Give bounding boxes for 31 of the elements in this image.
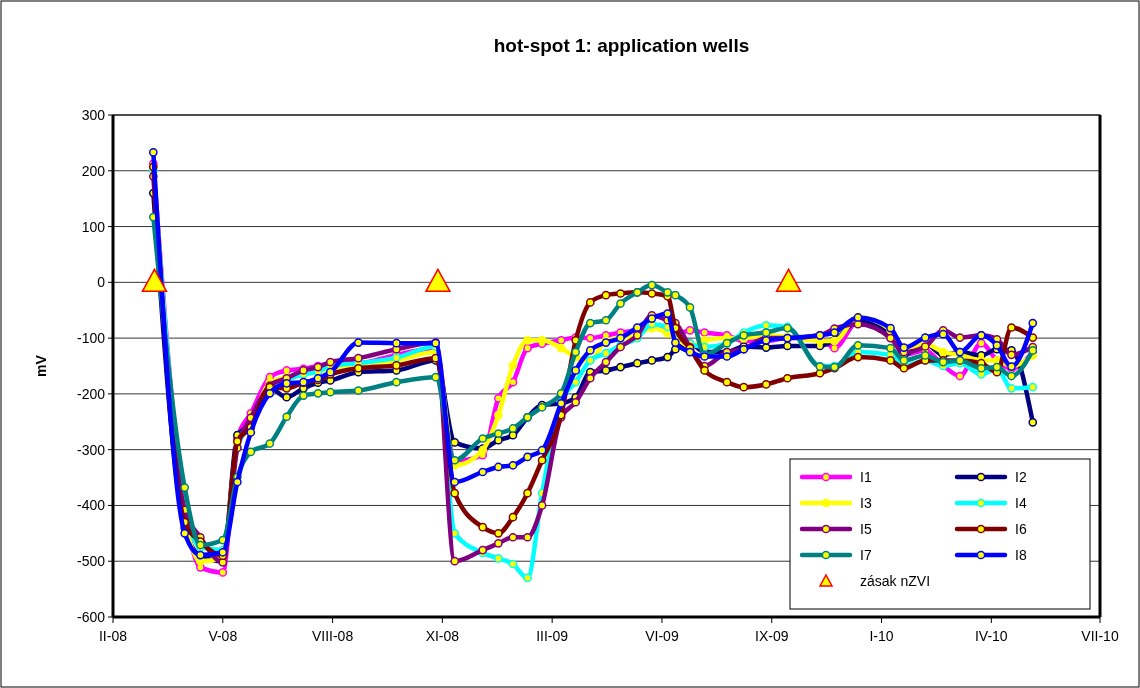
legend-label: I3 — [860, 495, 872, 511]
x-tick-label: III-09 — [536, 628, 569, 644]
x-tick-label: VIII-08 — [311, 628, 354, 644]
x-tick-label: VII-10 — [1081, 628, 1119, 644]
y-tick-label: -400 — [76, 497, 106, 514]
x-tick-label: VI-09 — [645, 628, 679, 644]
y-tick-label: -500 — [76, 553, 106, 570]
y-tick-label: -600 — [76, 609, 106, 625]
y-tick-label: 200 — [81, 162, 106, 179]
x-tick-label: II-08 — [98, 628, 128, 644]
legend-label: I2 — [1015, 469, 1027, 485]
legend-label: I6 — [1015, 521, 1027, 537]
x-tick-label: V-08 — [208, 628, 238, 644]
legend-label: I7 — [860, 547, 872, 563]
chart-title: hot-spot 1: application wells — [493, 35, 750, 56]
y-tick-label: 100 — [81, 218, 106, 235]
x-tick-label: IX-09 — [755, 628, 789, 644]
x-tick-label: IV-10 — [974, 628, 1008, 644]
y-tick-label: 0 — [97, 274, 106, 291]
y-tick-label: -100 — [76, 330, 106, 347]
y-axis-title: mV — [33, 354, 49, 377]
legend-label: I1 — [860, 469, 872, 485]
x-tick-label: XI-08 — [425, 628, 460, 644]
legend-label: zásak nZVI — [860, 573, 931, 589]
legend-label: I8 — [1015, 547, 1027, 563]
y-tick-label: -300 — [76, 441, 106, 458]
y-tick-label: -200 — [76, 385, 106, 402]
y-tick-label: 300 — [81, 107, 106, 123]
x-tick-label: I-10 — [869, 628, 894, 644]
legend-label: I4 — [1015, 495, 1027, 511]
legend-label: I5 — [860, 521, 872, 537]
